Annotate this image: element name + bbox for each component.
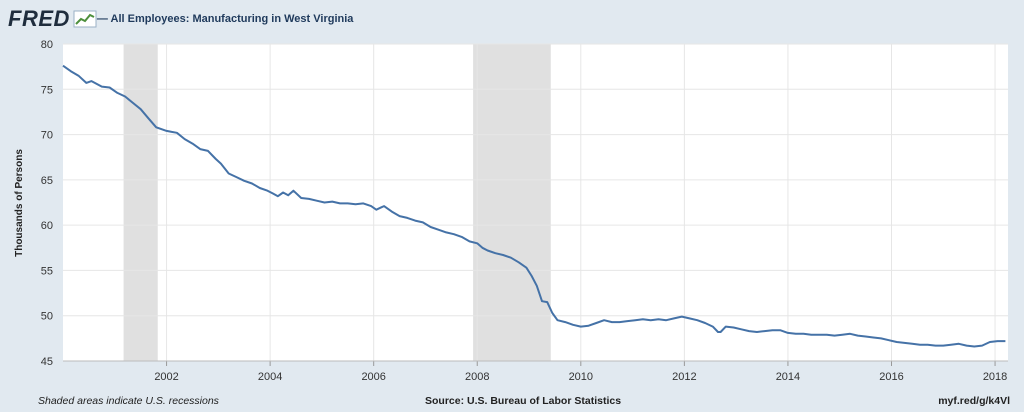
x-tick-label-2018: 2018 bbox=[983, 371, 1007, 383]
y-tick-label-75: 75 bbox=[41, 84, 53, 96]
y-tick-label-65: 65 bbox=[41, 175, 53, 187]
y-axis-label: Thousands of Persons bbox=[14, 149, 25, 257]
series-lines bbox=[62, 64, 1006, 348]
y-axis-ticks: 45 50 55 60 65 70 75 80 bbox=[41, 39, 53, 368]
series-line-1 bbox=[62, 64, 1006, 348]
y-tick-label-60: 60 bbox=[41, 220, 53, 232]
source-note: Source: U.S. Bureau of Labor Statistics bbox=[425, 395, 622, 407]
x-tick-label-2002: 2002 bbox=[154, 371, 178, 383]
x-tick-label-2016: 2016 bbox=[879, 371, 903, 383]
x-tick-label-2014: 2014 bbox=[776, 371, 800, 383]
recession-note: Shaded areas indicate U.S. recessions bbox=[38, 395, 219, 407]
y-tick-label-80: 80 bbox=[41, 39, 53, 51]
y-tick-label-70: 70 bbox=[41, 130, 53, 142]
x-tick-label-2012: 2012 bbox=[672, 371, 696, 383]
recession-band-1 bbox=[123, 44, 158, 361]
recession-shading bbox=[123, 44, 551, 361]
x-tick-label-2008: 2008 bbox=[465, 371, 489, 383]
x-tick-label-2010: 2010 bbox=[569, 371, 593, 383]
fred-logo[interactable]: FRED bbox=[8, 6, 70, 31]
trend-chart-icon bbox=[73, 10, 97, 28]
y-tick-label-55: 55 bbox=[41, 265, 53, 277]
chart-header: FRED — All Employees: Manufacturing in W… bbox=[8, 4, 353, 34]
x-tick-label-2004: 2004 bbox=[258, 371, 282, 383]
line-chart: 45 50 55 60 65 70 75 80 2002 2004 2006 2008 2010 201… bbox=[14, 39, 1008, 383]
x-axis-ticks: 2002 2004 2006 2008 2010 2012 2014 2016 2018 bbox=[63, 360, 1008, 383]
recession-band-2 bbox=[473, 44, 551, 361]
x-tick-label-2006: 2006 bbox=[361, 371, 385, 383]
y-tick-label-50: 50 bbox=[41, 311, 53, 323]
y-tick-label-45: 45 bbox=[41, 356, 53, 368]
short-link[interactable]: myf.red/g/k4Vl bbox=[938, 395, 1010, 407]
legend-label[interactable]: — All Employees: Manufacturing in West V… bbox=[96, 13, 354, 25]
